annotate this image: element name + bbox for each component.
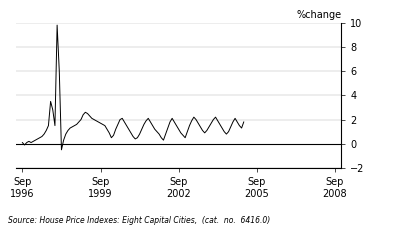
- Text: %change: %change: [296, 10, 341, 20]
- Text: Source: House Price Indexes: Eight Capital Cities,  (cat.  no.  6416.0): Source: House Price Indexes: Eight Capit…: [8, 216, 270, 225]
